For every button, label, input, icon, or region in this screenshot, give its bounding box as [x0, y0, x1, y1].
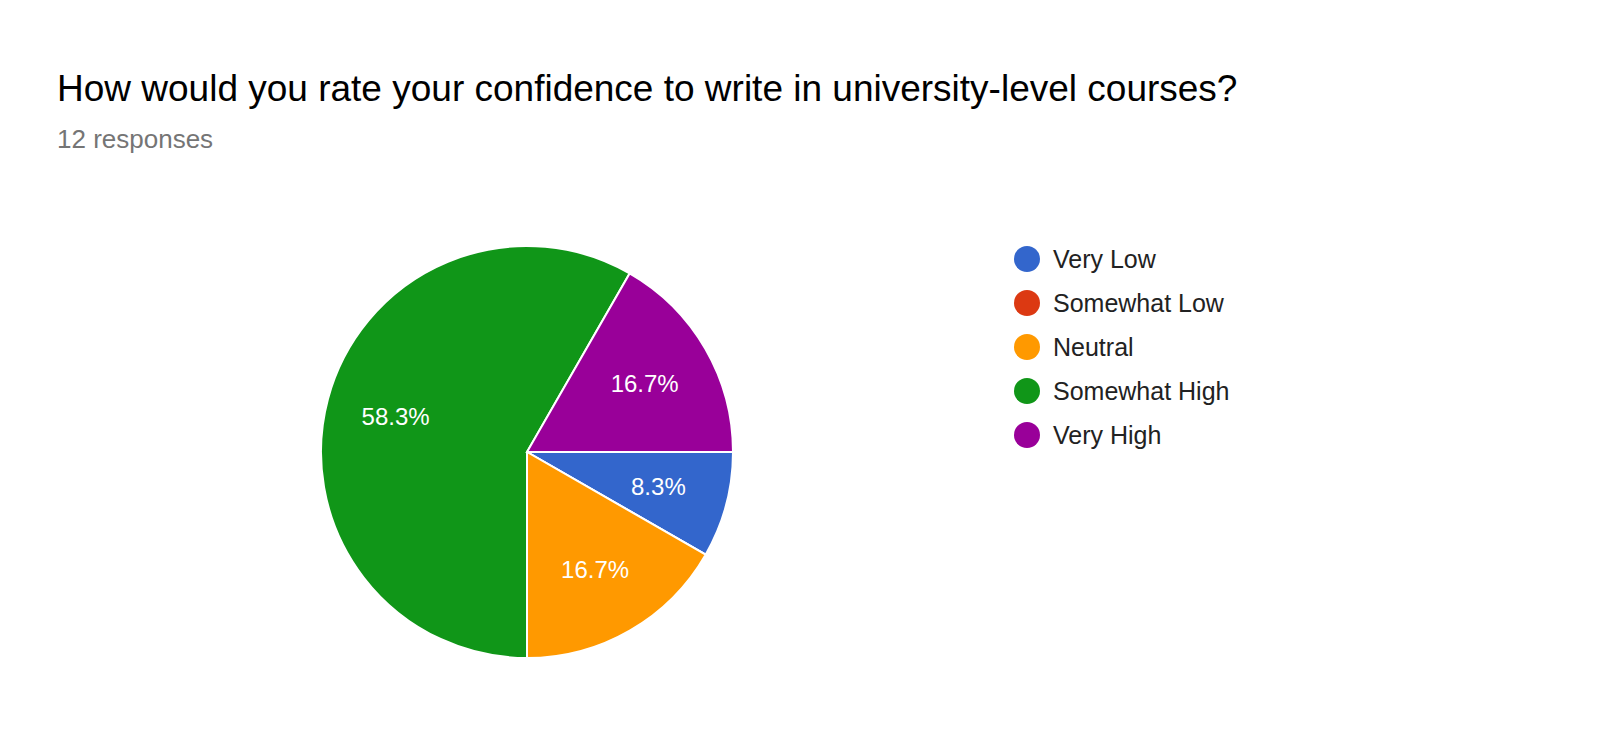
legend-swatch: [1014, 246, 1040, 272]
legend-label: Neutral: [1053, 333, 1134, 361]
legend-swatch: [1014, 422, 1040, 448]
legend-item: Very High: [1014, 421, 1161, 449]
legend-label: Very High: [1053, 421, 1161, 449]
pie-slice: [527, 273, 733, 452]
legend-item: Somewhat Low: [1014, 289, 1225, 317]
subtitle: 12 responses: [57, 124, 213, 154]
legend-label: Somewhat Low: [1053, 289, 1225, 317]
legend-swatch: [1014, 334, 1040, 360]
data-label: 58.3%: [362, 403, 430, 430]
legend-item: Somewhat High: [1014, 377, 1229, 405]
legend-label: Very Low: [1053, 245, 1157, 273]
legend-item: Neutral: [1014, 333, 1134, 361]
legend-swatch: [1014, 378, 1040, 404]
data-label: 16.7%: [561, 556, 629, 583]
legend-item: Very Low: [1014, 245, 1157, 273]
data-label: 8.3%: [631, 473, 686, 500]
legend-swatch: [1014, 290, 1040, 316]
pie-slice: [527, 452, 706, 658]
chart: How would you rate your confidence to wr…: [0, 0, 1600, 738]
data-label: 16.7%: [611, 370, 679, 397]
title: How would you rate your confidence to wr…: [57, 68, 1237, 109]
pie: 8.3% 16.7% 58.3% 16.7%: [321, 246, 733, 658]
legend: Very Low Somewhat Low Neutral Somewhat High…: [1014, 245, 1229, 449]
legend-label: Somewhat High: [1053, 377, 1229, 405]
